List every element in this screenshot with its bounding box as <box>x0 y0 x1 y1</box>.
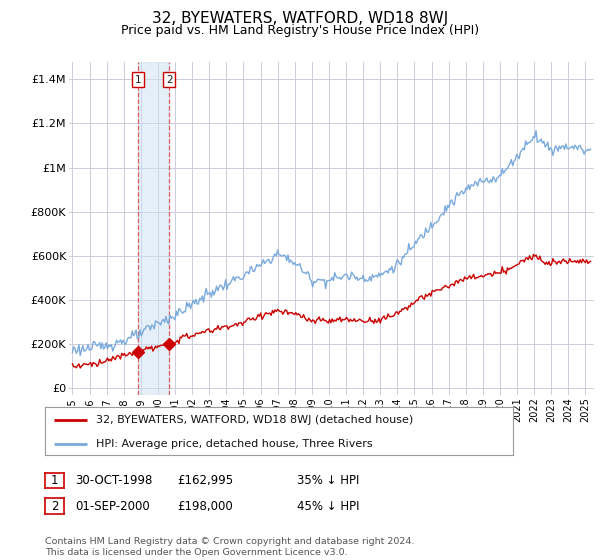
Text: 30-OCT-1998: 30-OCT-1998 <box>75 474 152 487</box>
Text: 32, BYEWATERS, WATFORD, WD18 8WJ (detached house): 32, BYEWATERS, WATFORD, WD18 8WJ (detach… <box>97 416 414 426</box>
Text: £198,000: £198,000 <box>177 500 233 513</box>
Text: 45% ↓ HPI: 45% ↓ HPI <box>297 500 359 513</box>
Text: 01-SEP-2000: 01-SEP-2000 <box>75 500 150 513</box>
Text: Price paid vs. HM Land Registry's House Price Index (HPI): Price paid vs. HM Land Registry's House … <box>121 24 479 36</box>
Text: HPI: Average price, detached house, Three Rivers: HPI: Average price, detached house, Thre… <box>97 439 373 449</box>
Text: £162,995: £162,995 <box>177 474 233 487</box>
Text: 1: 1 <box>134 75 141 85</box>
Bar <box>138 62 169 395</box>
Text: 2: 2 <box>166 75 173 85</box>
Text: 32, BYEWATERS, WATFORD, WD18 8WJ: 32, BYEWATERS, WATFORD, WD18 8WJ <box>152 11 448 26</box>
Text: 1: 1 <box>51 474 58 487</box>
Text: Contains HM Land Registry data © Crown copyright and database right 2024.
This d: Contains HM Land Registry data © Crown c… <box>45 537 415 557</box>
Text: 2: 2 <box>51 500 58 513</box>
Text: 35% ↓ HPI: 35% ↓ HPI <box>297 474 359 487</box>
